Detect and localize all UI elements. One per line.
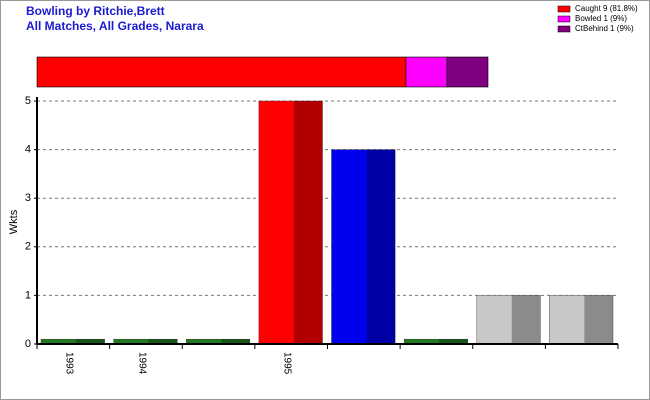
chart-subtitle: All Matches, All Grades, Narara	[26, 19, 204, 33]
x-tick-label: 1995	[282, 352, 293, 375]
bar	[331, 149, 396, 345]
legend-swatch	[557, 15, 571, 23]
legend-swatch	[557, 5, 571, 13]
y-tick-label: 1	[25, 289, 31, 301]
summary-segment	[446, 56, 489, 88]
legend-label: Bowled 1 (9%)	[575, 14, 627, 23]
y-axis-label: Wkts	[8, 209, 20, 234]
summary-segment	[405, 56, 448, 88]
x-tick-label: 1994	[136, 352, 147, 375]
legend-swatch	[557, 25, 571, 33]
legend-label: Caught 9 (81.8%)	[575, 4, 638, 13]
y-tick-label: 5	[25, 95, 31, 107]
bar	[549, 295, 614, 345]
x-tick-label: 1993	[64, 352, 75, 375]
y-tick-label: 3	[25, 192, 31, 204]
y-tick-label: 4	[25, 144, 31, 156]
summary-segment	[36, 56, 407, 88]
bar	[476, 295, 541, 345]
chart-title: Bowling by Ritchie,Brett	[26, 4, 165, 18]
bar	[258, 100, 323, 345]
y-tick-label: 2	[25, 241, 31, 253]
legend-label: CtBehind 1 (9%)	[575, 24, 634, 33]
y-tick-label: 0	[25, 338, 31, 350]
